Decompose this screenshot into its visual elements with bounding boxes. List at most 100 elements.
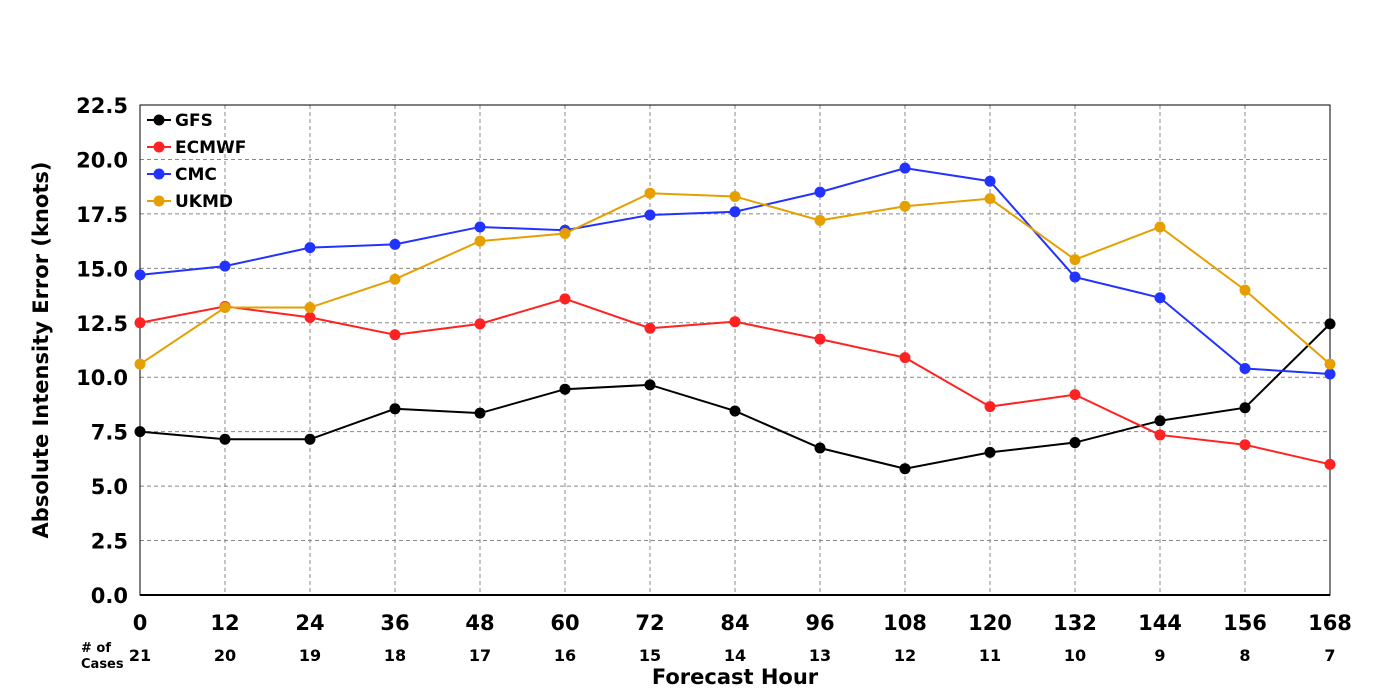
x-tick-label: 72 — [635, 611, 664, 635]
data-point-ukmd — [474, 235, 486, 247]
data-point-gfs — [814, 442, 826, 454]
data-point-ukmd — [729, 190, 741, 202]
case-count-label: 9 — [1154, 646, 1165, 665]
data-point-ukmd — [559, 227, 571, 239]
data-point-ecmwf — [644, 322, 656, 334]
data-point-ukmd — [644, 187, 656, 199]
case-count-label: 15 — [639, 646, 661, 665]
legend-marker-ukmd — [153, 195, 165, 207]
cases-row: # of Cases 21 20 19 18 17 16 15 14 13 12 11 10 9 8 7 — [81, 641, 1336, 672]
x-tick-label: 132 — [1053, 611, 1097, 635]
y-tick-label: 12.5 — [76, 312, 128, 336]
y-tick-label: 5.0 — [91, 475, 128, 499]
data-point-cmc — [134, 269, 146, 281]
cases-header-line2: Cases — [81, 657, 124, 672]
x-tick-label: 60 — [550, 611, 579, 635]
data-point-ukmd — [1154, 221, 1166, 233]
data-point-gfs — [1324, 318, 1336, 330]
data-point-ukmd — [389, 273, 401, 285]
data-point-cmc — [474, 221, 486, 233]
x-tick-labels: 0 12 24 36 48 60 72 84 96 108 120 132 144 156 168 — [133, 611, 1352, 635]
case-count-label: 7 — [1324, 646, 1335, 665]
data-point-ecmwf — [1239, 439, 1251, 451]
data-point-cmc — [1154, 292, 1166, 304]
data-point-gfs — [899, 463, 911, 475]
data-point-cmc — [899, 162, 911, 174]
x-tick-label: 36 — [380, 611, 409, 635]
data-point-ecmwf — [1324, 458, 1336, 470]
data-point-cmc — [984, 175, 996, 187]
legend-label-ukmd: UKMD — [175, 192, 233, 212]
legend-item-gfs: GFS — [147, 111, 213, 131]
x-tick-label: 48 — [465, 611, 494, 635]
data-point-gfs — [304, 433, 316, 445]
cases-header-line1: # of — [81, 641, 111, 656]
case-count-label: 18 — [384, 646, 406, 665]
case-count-label: 19 — [299, 646, 321, 665]
data-point-ecmwf — [984, 401, 996, 413]
data-point-cmc — [389, 238, 401, 250]
data-point-gfs — [1239, 402, 1251, 414]
legend-marker-ecmwf — [153, 141, 165, 153]
data-point-ukmd — [1069, 254, 1081, 266]
x-axis-title: Forecast Hour — [652, 665, 819, 689]
y-tick-label: 15.0 — [76, 257, 128, 281]
legend-marker-cmc — [153, 168, 165, 180]
data-point-ecmwf — [899, 352, 911, 364]
x-tick-label: 144 — [1138, 611, 1182, 635]
x-tick-label: 168 — [1308, 611, 1352, 635]
data-point-cmc — [814, 186, 826, 198]
legend-item-cmc: CMC — [147, 165, 217, 185]
data-point-ukmd — [1324, 358, 1336, 370]
case-count-label: 10 — [1064, 646, 1086, 665]
grid-layer — [140, 105, 1330, 595]
data-point-ukmd — [134, 358, 146, 370]
data-point-gfs — [219, 433, 231, 445]
data-point-gfs — [559, 383, 571, 395]
case-count-label: 8 — [1239, 646, 1250, 665]
data-point-ecmwf — [1069, 389, 1081, 401]
data-point-cmc — [1069, 271, 1081, 283]
x-tick-label: 108 — [883, 611, 927, 635]
case-count-label: 21 — [129, 646, 151, 665]
legend-item-ecmwf: ECMWF — [147, 138, 246, 158]
data-point-gfs — [644, 379, 656, 391]
y-tick-label: 7.5 — [91, 421, 128, 445]
data-point-ukmd — [304, 302, 316, 314]
series-layer — [134, 162, 1336, 475]
y-tick-label: 17.5 — [76, 203, 128, 227]
y-tick-label: 22.5 — [76, 94, 128, 118]
data-point-cmc — [644, 209, 656, 221]
data-point-ukmd — [219, 302, 231, 314]
y-tick-label: 10.0 — [76, 366, 128, 390]
data-point-ukmd — [814, 214, 826, 226]
axes-layer — [139, 104, 1331, 596]
x-tick-label: 120 — [968, 611, 1012, 635]
x-tick-label: 96 — [805, 611, 834, 635]
case-count-label: 13 — [809, 646, 831, 665]
data-point-cmc — [304, 242, 316, 254]
legend: GFS ECMWF CMC UKMD — [147, 111, 246, 212]
y-axis-title: Absolute Intensity Error (knots) — [29, 162, 53, 539]
x-tick-label: 84 — [720, 611, 749, 635]
case-count-label: 17 — [469, 646, 491, 665]
data-point-cmc — [1239, 363, 1251, 375]
data-point-cmc — [1324, 368, 1336, 380]
data-point-ukmd — [1239, 284, 1251, 296]
y-tick-labels: 0.0 2.5 5.0 7.5 10.0 12.5 15.0 17.5 20.0 22.5 — [76, 94, 128, 608]
data-point-gfs — [984, 446, 996, 458]
y-tick-label: 0.0 — [91, 584, 128, 608]
legend-marker-gfs — [153, 114, 165, 126]
data-point-ukmd — [899, 200, 911, 212]
y-tick-label: 20.0 — [76, 148, 128, 172]
legend-label-gfs: GFS — [175, 111, 213, 131]
data-point-ecmwf — [1154, 429, 1166, 441]
legend-item-ukmd: UKMD — [147, 192, 233, 212]
x-tick-label: 156 — [1223, 611, 1267, 635]
data-point-gfs — [389, 403, 401, 415]
case-count-label: 12 — [894, 646, 916, 665]
data-point-gfs — [1069, 437, 1081, 449]
data-point-ecmwf — [814, 333, 826, 345]
